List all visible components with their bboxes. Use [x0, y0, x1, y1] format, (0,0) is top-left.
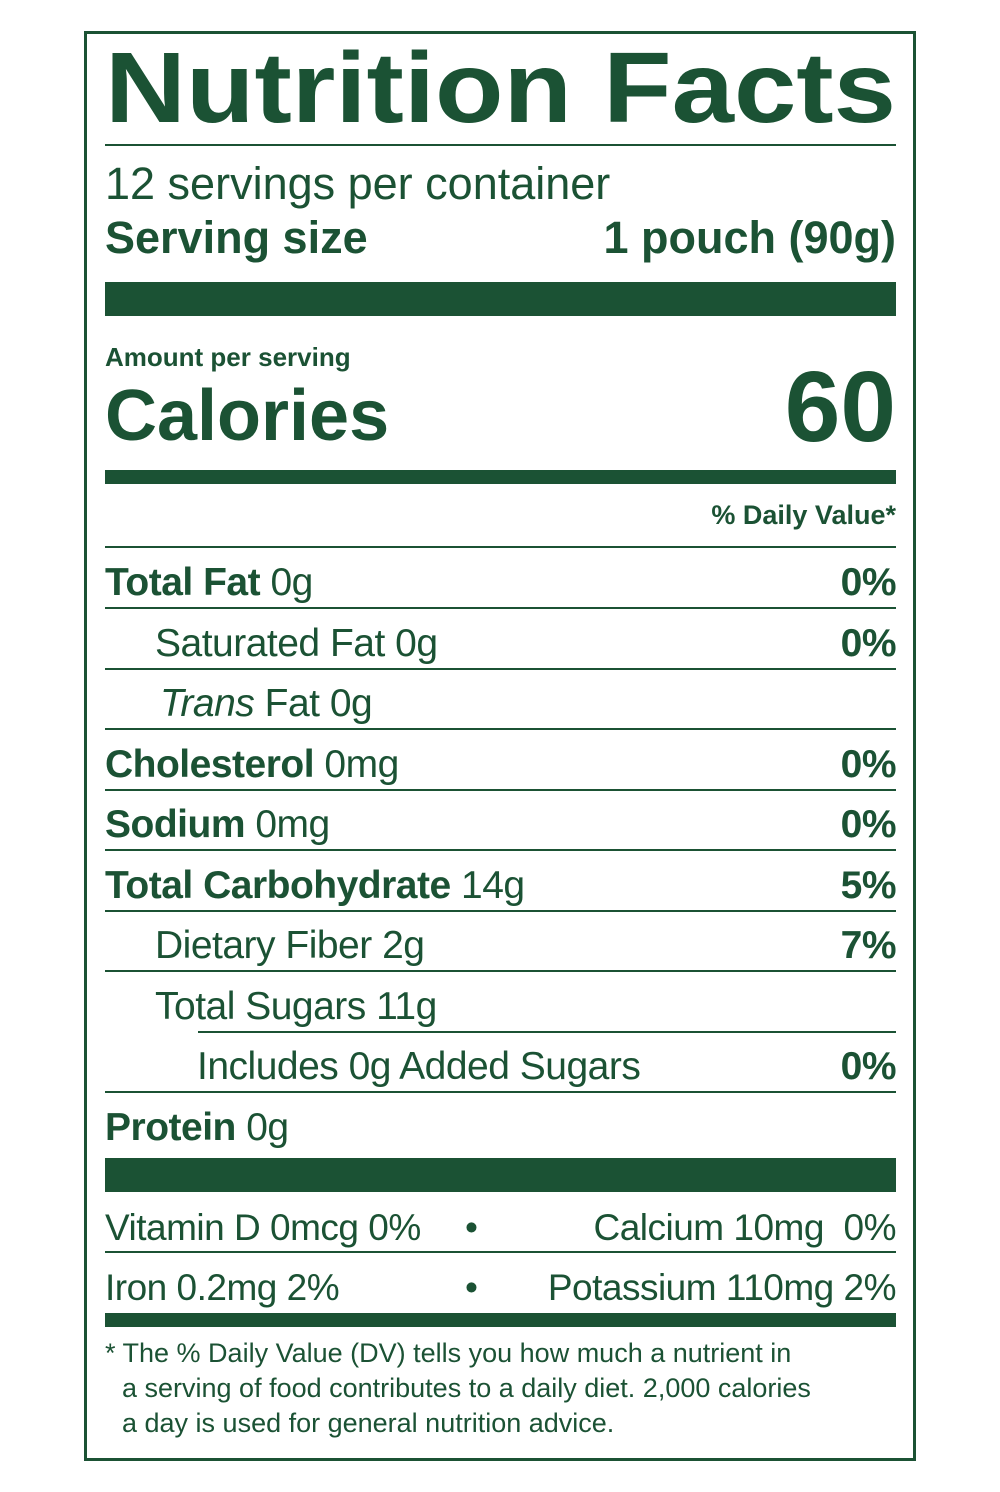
servings-per-container: 12 servings per container: [105, 158, 611, 209]
thick-divider: [105, 1158, 896, 1192]
medium-divider: [105, 470, 896, 484]
nutrient-amount: 14g: [461, 863, 525, 907]
divider: [105, 788, 896, 791]
bullet: •: [465, 1267, 478, 1308]
nutrient-name: Total Carbohydrate: [105, 863, 451, 907]
divider: [105, 546, 896, 548]
nutrient-name: Cholesterol: [105, 742, 315, 786]
nutrient-name: Trans: [160, 682, 255, 725]
nutrient-amount: 0g: [270, 561, 313, 604]
label-title: Nutrition Facts: [105, 32, 896, 144]
nutrient-daily-value: 0%: [840, 742, 897, 786]
nutrient-name-rest: Fat: [264, 682, 320, 725]
nutrient-name: Dietary Fiber: [155, 924, 372, 967]
nutrient-row: Total Carbohydrate 14g 5%: [105, 851, 897, 907]
serving-size-row: Serving size 1 pouch (90g): [105, 214, 896, 262]
potassium: Potassium 110mg 2%: [547, 1267, 897, 1308]
footnote-line: * The % Daily Value (DV) tells you how m…: [105, 1338, 792, 1368]
nutrient-name-amount: Total Sugars 11g: [105, 987, 437, 1026]
vitamin-row: Vitamin D 0mcg 0% • Calcium 10mg 0%: [105, 1186, 896, 1246]
calories-value: 60: [784, 351, 896, 463]
footnote: * The % Daily Value (DV) tells you how m…: [105, 1336, 896, 1441]
divider: [105, 728, 896, 730]
nutrient-row: Includes 0g Added Sugars 0%: [105, 1032, 897, 1088]
nutrient-name-amount: Total Fat 0g: [105, 563, 313, 602]
calories-label: Calories: [105, 376, 390, 456]
vitamin-row: Iron 0.2mg 2% • Potassium 110mg 2%: [105, 1246, 897, 1308]
nutrient-name-amount: Cholesterol 0mg: [105, 745, 399, 784]
nutrient-daily-value: 5%: [840, 863, 897, 907]
nutrient-name-amount: Sodium 0mg: [105, 805, 330, 844]
nutrient-amount: 0mg: [255, 803, 330, 846]
nutrient-name-amount: Saturated Fat 0g: [105, 624, 438, 663]
thick-divider: [105, 282, 896, 316]
divider: [105, 144, 896, 146]
serving-size-value: 1 pouch (90g): [603, 212, 896, 263]
nutrient-row: Cholesterol 0mg 0%: [105, 730, 897, 786]
nutrition-label: [84, 31, 916, 1461]
footnote-line: a serving of food contributes to a daily…: [122, 1373, 811, 1403]
divider: [105, 667, 896, 670]
nutrient-daily-value: 0%: [840, 561, 897, 604]
nutrient-name-amount: Trans Fat 0g: [105, 682, 373, 725]
serving-size-label: Serving size: [105, 212, 368, 263]
divider: [105, 849, 896, 851]
divider: [105, 1091, 896, 1093]
nutrient-name: Sodium: [105, 803, 246, 846]
nutrient-daily-value: 7%: [840, 924, 897, 967]
nutrient-name: Protein: [105, 1105, 236, 1149]
nutrient-amount: 11g: [376, 984, 437, 1028]
nutrient-row: Saturated Fat 0g 0%: [105, 609, 897, 665]
amount-per-serving: Amount per serving: [105, 342, 351, 372]
nutrient-row: Sodium 0mg 0%: [105, 790, 897, 846]
nutrient-amount: 0mg: [324, 742, 399, 786]
nutrient-name: Total Fat: [105, 561, 261, 604]
divider: [105, 909, 896, 912]
nutrient-row: Protein 0g: [105, 1093, 896, 1147]
divider: [105, 970, 896, 972]
nutrient-daily-value: 0%: [840, 803, 897, 846]
nutrient-name: Includes 0g Added Sugars: [197, 1045, 641, 1088]
calories-row: Calories 60: [105, 351, 896, 463]
nutrient-name-amount: Includes 0g Added Sugars: [105, 1045, 641, 1088]
nutrient-daily-value: 0%: [840, 1045, 897, 1088]
nutrient-row: Total Sugars 11g: [105, 972, 896, 1026]
footnote-line: a day is used for general nutrition advi…: [122, 1408, 615, 1438]
nutrient-row: Trans Fat 0g: [105, 669, 896, 723]
nutrient-amount: 0g: [395, 621, 438, 665]
nutrient-name-amount: Dietary Fiber 2g: [105, 924, 425, 967]
nutrient-amount: 0g: [246, 1105, 289, 1149]
nutrient-name-amount: Protein 0g: [105, 1108, 289, 1147]
title-wrap: Nutrition Facts: [105, 38, 896, 138]
nutrient-daily-value: 0%: [840, 621, 897, 665]
nutrient-name-amount: Total Carbohydrate 14g: [105, 866, 525, 905]
nutrient-amount: 0g: [329, 682, 373, 725]
nutrient-amount: 2g: [382, 924, 425, 967]
iron: Iron 0.2mg 2%: [105, 1267, 340, 1308]
nutrient-name: Total Sugars: [155, 984, 366, 1028]
divider: [105, 607, 896, 609]
vitamin-d: Vitamin D 0mcg 0%: [105, 1207, 421, 1248]
calcium: Calcium 10mg 0%: [593, 1207, 896, 1248]
daily-value-header: % Daily Value*: [711, 500, 896, 530]
medium-divider: [105, 1313, 896, 1327]
nutrient-row: Total Fat 0g 0%: [105, 548, 897, 604]
nutrient-name: Saturated Fat: [155, 621, 385, 665]
nutrient-row: Dietary Fiber 2g 7%: [105, 911, 897, 967]
bullet: •: [465, 1207, 478, 1248]
divider: [198, 1030, 896, 1033]
divider: [105, 1251, 896, 1253]
